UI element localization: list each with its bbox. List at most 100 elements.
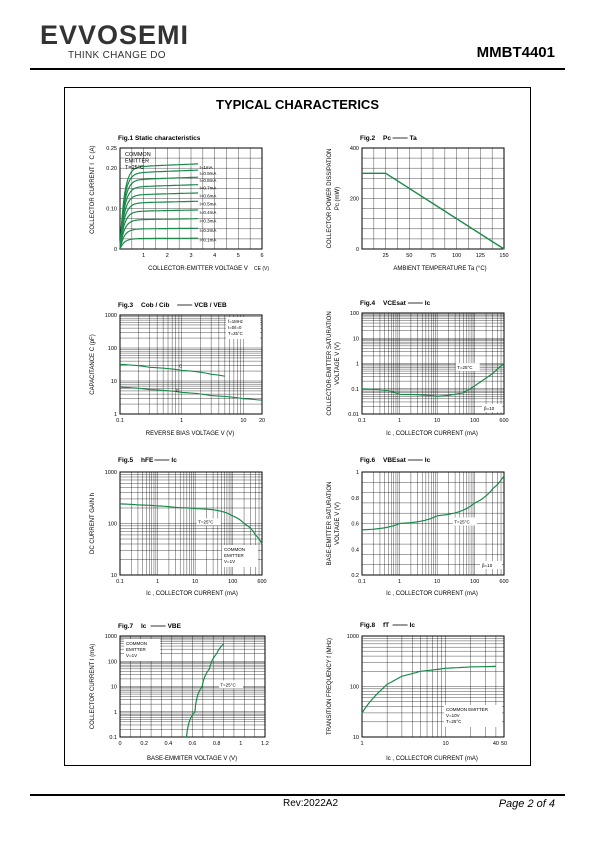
y-axis-label-2: Pc (mW): [335, 187, 341, 210]
y-tick-label: 0.4: [351, 547, 359, 553]
annotation-text: EMITTER: [125, 159, 149, 165]
y-axis-label: COLLECTOR CURRENT I: [90, 163, 96, 234]
curve-7: [119, 218, 199, 250]
y-axis-label: BASE-EMITTER SATURATION: [327, 482, 333, 566]
y-tick-label: 1: [114, 710, 117, 716]
y-tick-label: 1: [356, 470, 359, 476]
x-axis-label: Ic , COLLECTOR CURRENT (mA): [386, 431, 478, 437]
curve-ft: [361, 665, 496, 714]
chart-title-symbol: Pc: [383, 135, 391, 142]
curve-ic-vbe: [185, 643, 225, 738]
y-tick-label: 100: [108, 522, 117, 528]
y-tick-label: 200: [350, 197, 359, 203]
brand-tagline: THINK CHANGE DO: [68, 50, 166, 61]
curve-1: [119, 386, 263, 401]
y-axis-label: COLLECTOR CURRENT I (mA): [90, 644, 96, 729]
chart-title-symbol: Ta: [410, 135, 417, 142]
label-bg: [482, 404, 502, 412]
chart-title-symbol: hFE: [141, 457, 154, 464]
series-label: I=0.2mA: [200, 228, 217, 233]
legend-box: [226, 317, 260, 339]
annotation-text: V=10V: [446, 713, 460, 718]
x-axis-label: REVERSE BIAS VOLTAGE V (V): [146, 431, 234, 437]
y-axis-label: TRANSITION FREQUENCY f (MHz): [327, 638, 333, 735]
footer-rule: [30, 794, 565, 796]
annotation-text: I=0/I=0: [228, 325, 242, 330]
y-tick-label: 1: [114, 412, 117, 418]
x-tick-label: 0.8: [213, 741, 221, 747]
x-tick-label: 600: [257, 579, 266, 585]
curve-vbesat: [361, 475, 505, 531]
x-axis-label: Ic , COLLECTOR CURRENT (mA): [386, 756, 478, 762]
y-tick-label: 0: [114, 247, 117, 253]
x-axis-label: COLLECTOR-EMITTER VOLTAGE V: [148, 266, 248, 272]
annotation-text: T=25°C: [220, 683, 236, 688]
x-tick-label: 100: [228, 579, 237, 585]
x-tick-label: 150: [499, 253, 508, 259]
curve-pc: [362, 172, 505, 250]
y-tick-label: 1000: [105, 313, 117, 319]
series-label: I=0.5mA: [200, 202, 217, 207]
chart-title-symbol: Ic: [425, 300, 431, 307]
chart-title-symbol: fT: [383, 622, 389, 629]
curve-0: [119, 163, 199, 250]
x-tick-label: 10: [240, 418, 246, 424]
annotation-text: T=25°C: [457, 365, 473, 370]
x-tick-label: 50: [406, 253, 412, 259]
chart-title-symbol: VBEsat: [383, 457, 407, 464]
annotation-text: COMMON: [125, 152, 151, 158]
header-rule: [30, 68, 565, 70]
x-tick-label: 10: [443, 741, 449, 747]
annotation-text: T=25°C: [446, 719, 462, 724]
x-tick-label: 75: [430, 253, 436, 259]
y-tick-label: 0.2: [351, 573, 359, 579]
y-tick-label: 0: [356, 247, 359, 253]
curve-8: [119, 227, 199, 250]
x-tick-label: 100: [470, 579, 479, 585]
series-label: I=0.1mA: [200, 237, 217, 242]
label-bg: [222, 545, 258, 567]
x-tick-label: 1: [360, 741, 363, 747]
annotation-text: EMITTER: [126, 647, 146, 652]
x-tick-label: 1.2: [261, 741, 269, 747]
y-tick-label: 100: [350, 311, 359, 317]
y-tick-label: 0.01: [348, 412, 359, 418]
x-axis-label: AMBIENT TEMPERATURE Ta (°C): [393, 266, 486, 272]
label-bg: [444, 705, 502, 727]
y-tick-label: 10: [353, 735, 359, 741]
x-tick-label: 25: [383, 253, 389, 259]
annotation-text: T=25°C: [228, 331, 243, 336]
series-label: I=0.6mA: [200, 193, 217, 198]
chart-title-symbol: Ic: [410, 622, 416, 629]
curve-vcesat: [361, 363, 505, 398]
chart-title: Fig.7: [118, 623, 134, 630]
x-tick-label: 0: [118, 741, 121, 747]
y-tick-label: 0.10: [106, 207, 117, 213]
label-bg: [219, 680, 244, 689]
chart-title-symbol: VCB / VEB: [194, 302, 227, 309]
chart-title-symbol: Cob / Cib: [141, 302, 170, 309]
label-bg: [455, 363, 480, 372]
x-tick-label: 0.6: [189, 741, 197, 747]
annotation-text: COMMON: [126, 641, 147, 646]
y-tick-label: 100: [108, 659, 117, 665]
y-tick-label: 1: [356, 362, 359, 368]
y-tick-label: 10: [111, 379, 117, 385]
curve-hfe: [119, 503, 263, 545]
x-tick-label: 1: [156, 579, 159, 585]
annotation-text: COMMON EMITTER: [446, 707, 489, 712]
y-tick-label: 100: [108, 346, 117, 352]
y-axis-label: CAPACITANCE C (pF): [90, 334, 96, 394]
revision-label: Rev:2022A2: [283, 798, 339, 809]
annotation-text: β=10: [482, 563, 493, 568]
y-tick-label: 0.20: [106, 166, 117, 172]
series-label: I=0.7mA: [200, 185, 217, 190]
y-tick-label: 0.25: [106, 146, 117, 152]
page-title: TYPICAL CHARACTERICS: [216, 97, 379, 112]
x-tick-label: 1: [239, 741, 242, 747]
